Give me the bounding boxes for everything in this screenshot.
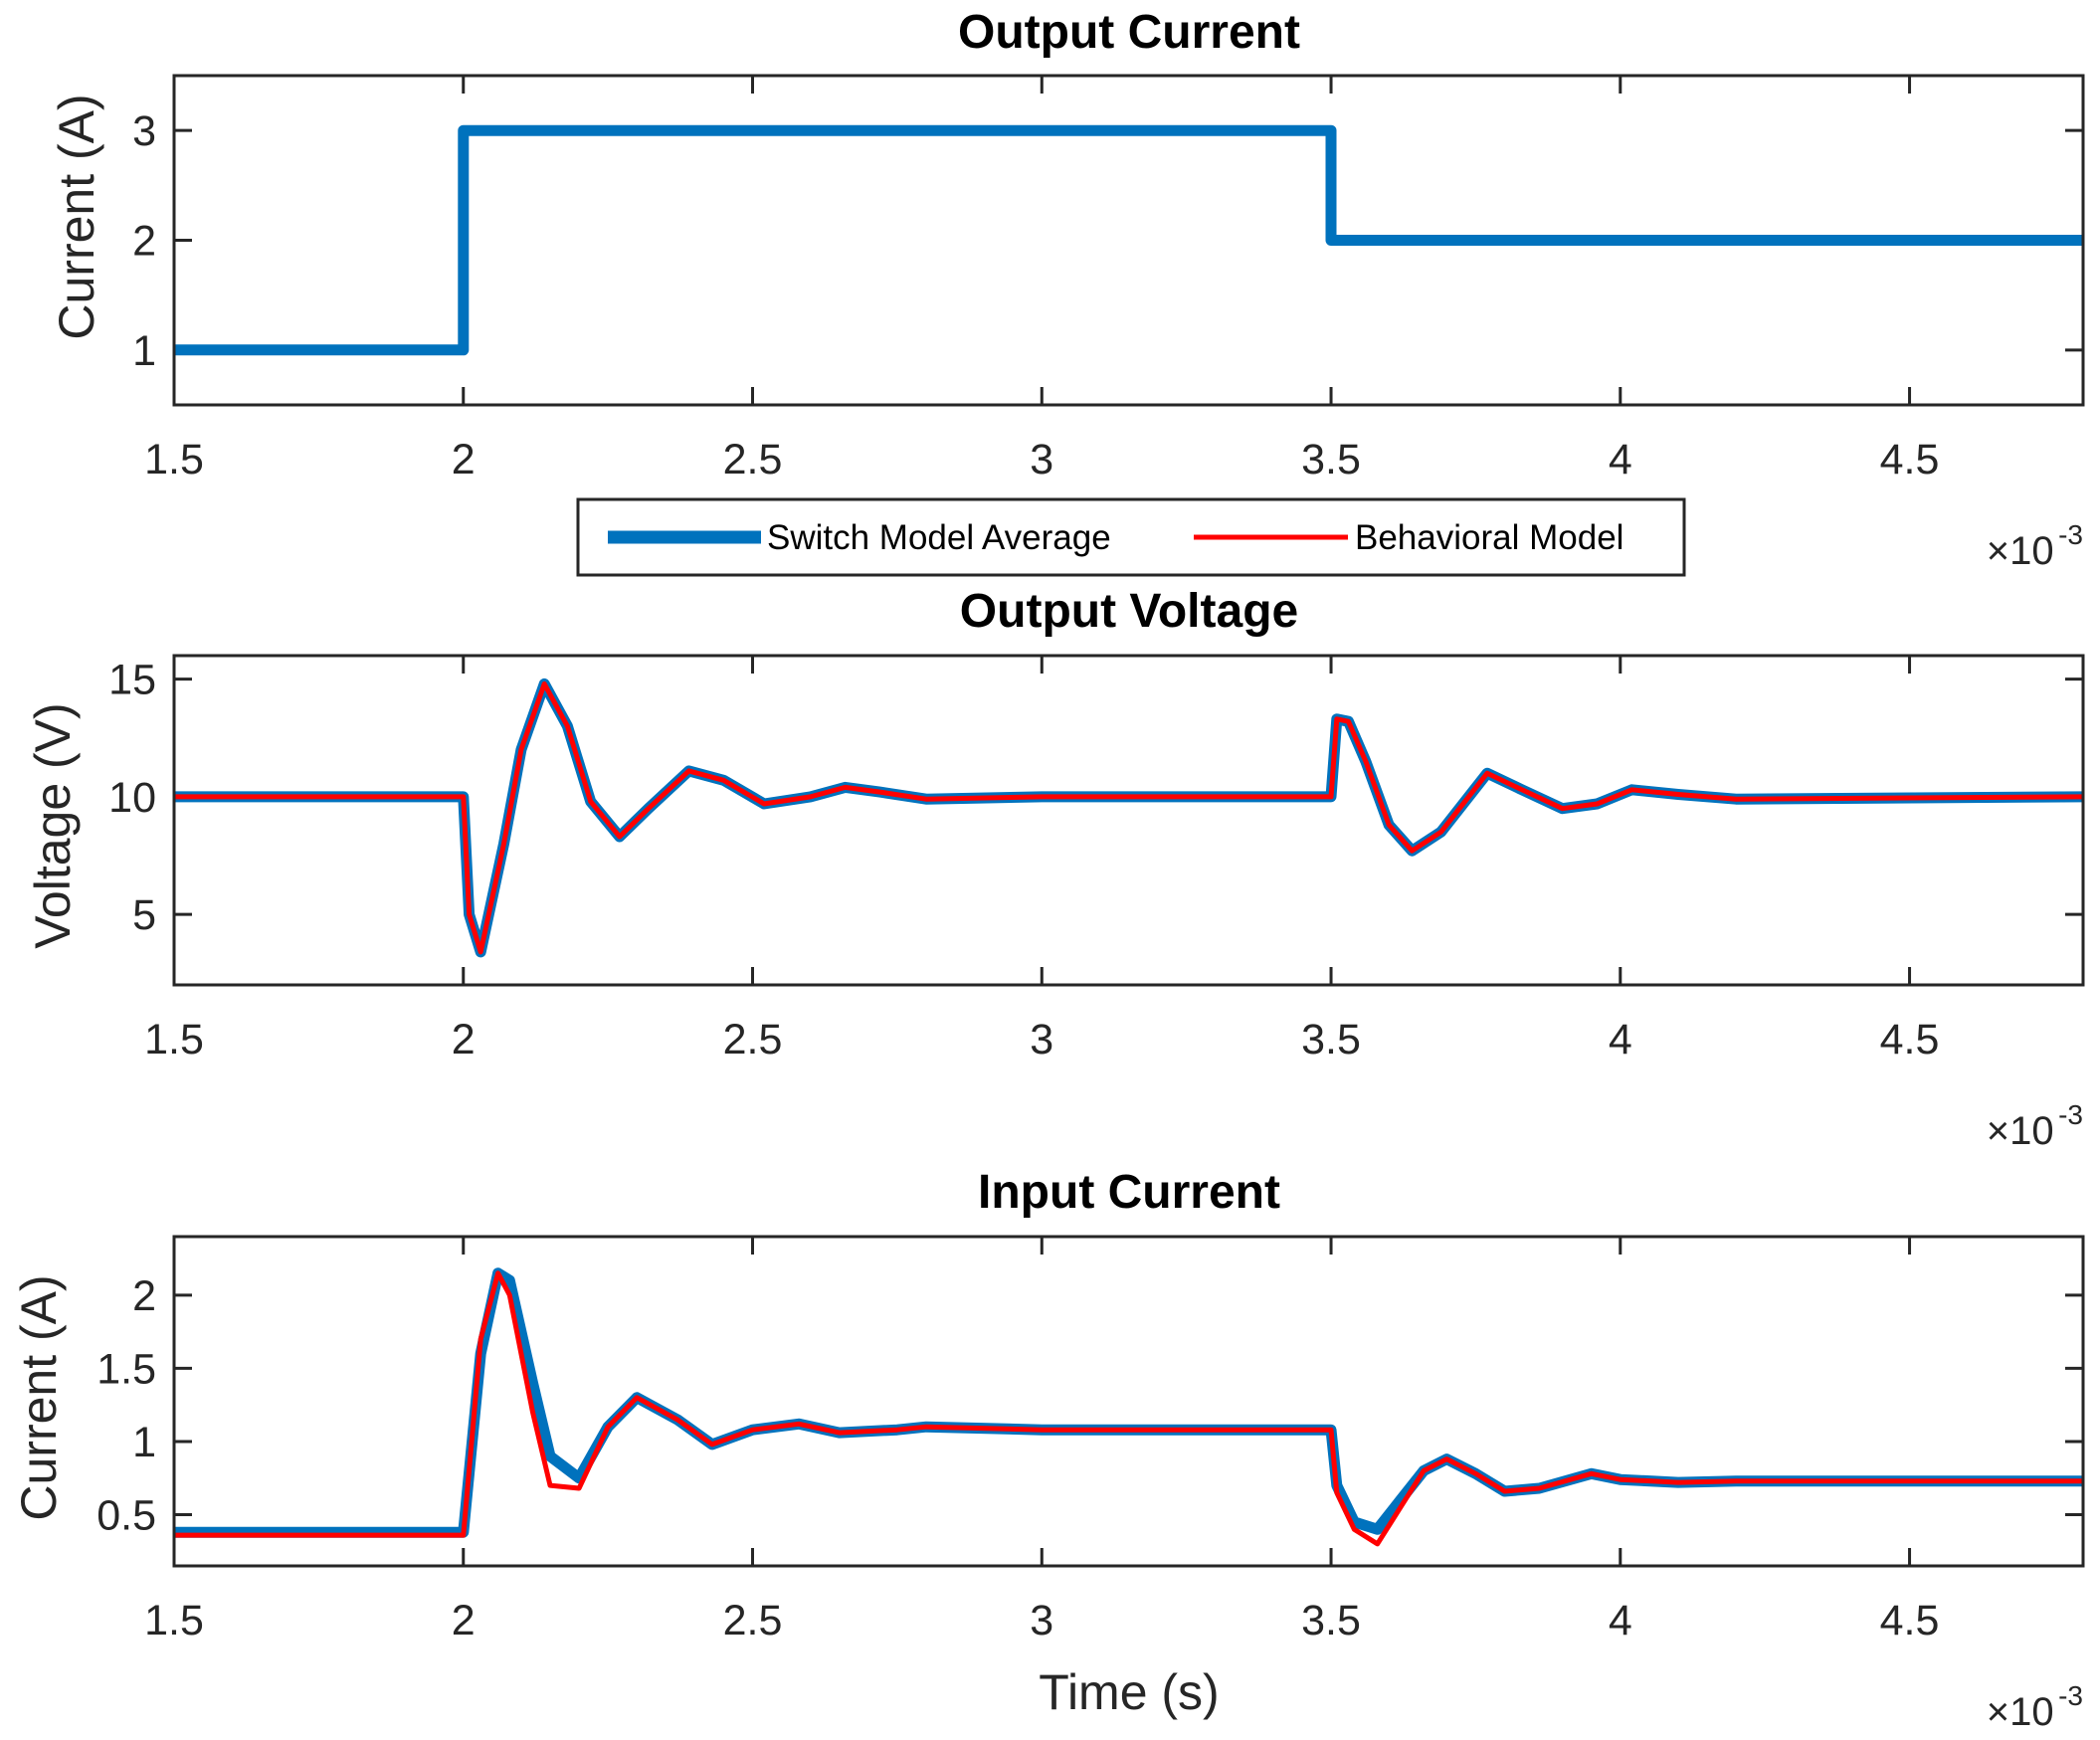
x-exponent-base: ×10 bbox=[1987, 1690, 2054, 1734]
y-tick-label: 10 bbox=[108, 774, 156, 822]
x-tick-label: 3.5 bbox=[1301, 1597, 1361, 1644]
y-tick-label: 0.5 bbox=[96, 1492, 156, 1540]
x-tick-labels: 1.5 2 2.5 3 3.5 4 4.5 bbox=[144, 1597, 1939, 1644]
x-tick-label: 2 bbox=[452, 1016, 476, 1063]
plot-area bbox=[174, 124, 2083, 356]
axes-frame bbox=[172, 74, 2085, 407]
x-tick-labels: 1.5 2 2.5 3 3.5 4 4.5 bbox=[144, 436, 1939, 483]
y-tick-label: 1 bbox=[132, 327, 156, 375]
x-tick-label: 4 bbox=[1609, 1016, 1632, 1063]
x-tick-label: 1.5 bbox=[144, 1016, 204, 1063]
x-tick-label: 4 bbox=[1609, 436, 1632, 483]
subplot-input-current: Input Current 1.5 2 2.5 3 3.5 4 4.5 0.5 1 1.5 2 C… bbox=[11, 1166, 2085, 1734]
x-tick-label: 3 bbox=[1030, 436, 1053, 483]
x-exponent-power: -3 bbox=[2058, 1680, 2083, 1711]
y-tick-label: 15 bbox=[108, 657, 156, 704]
x-exponent-power: -3 bbox=[2058, 1099, 2083, 1130]
plot-area bbox=[174, 677, 2083, 958]
legend-box bbox=[576, 497, 1686, 577]
subplot-title: Input Current bbox=[978, 1166, 1280, 1219]
x-tick-label: 2.5 bbox=[723, 1016, 783, 1063]
tick-marks bbox=[172, 1237, 2083, 1566]
x-axis-label: Time (s) bbox=[1039, 1664, 1219, 1720]
legend-label-switch-model: Switch Model Average bbox=[767, 518, 1111, 557]
x-tick-label: 1.5 bbox=[144, 1597, 204, 1644]
x-exponent-power: -3 bbox=[2058, 519, 2083, 550]
subplot-title: Output Voltage bbox=[960, 585, 1298, 638]
y-tick-labels: 0.5 1 1.5 2 bbox=[96, 1272, 156, 1540]
series-line-behavioral-model bbox=[174, 1270, 2083, 1547]
x-tick-label: 1.5 bbox=[144, 436, 204, 483]
series-line-switch-model-average bbox=[174, 124, 2083, 356]
legend: Switch Model Average Behavioral Model bbox=[576, 497, 1686, 577]
subplot-output-current: Output Current 1.5 2 2.5 3 3.5 4 4.5 1 2 3 Curre… bbox=[49, 6, 2085, 573]
plot-area bbox=[174, 1267, 2083, 1547]
axes-frame bbox=[172, 1235, 2085, 1568]
x-exponent-base: ×10 bbox=[1987, 529, 2054, 573]
x-tick-label: 2.5 bbox=[723, 436, 783, 483]
y-axis-label: Voltage (V) bbox=[25, 702, 81, 948]
x-tick-label: 3.5 bbox=[1301, 1016, 1361, 1063]
x-exponent-label: ×10 -3 bbox=[1987, 1099, 2083, 1153]
subplot-title: Output Current bbox=[958, 6, 1300, 59]
x-tick-label: 2.5 bbox=[723, 1597, 783, 1644]
x-tick-label: 2 bbox=[452, 1597, 476, 1644]
x-exponent-base: ×10 bbox=[1987, 1109, 2054, 1153]
x-tick-labels: 1.5 2 2.5 3 3.5 4 4.5 bbox=[144, 1016, 1939, 1063]
y-tick-labels: 1 2 3 bbox=[132, 107, 156, 375]
x-tick-label: 2 bbox=[452, 436, 476, 483]
y-axis-label: Current (A) bbox=[49, 94, 104, 339]
x-tick-label: 3 bbox=[1030, 1016, 1053, 1063]
x-tick-label: 3 bbox=[1030, 1597, 1053, 1644]
y-tick-label: 1.5 bbox=[96, 1345, 156, 1393]
x-tick-label: 4.5 bbox=[1880, 436, 1940, 483]
x-tick-label: 3.5 bbox=[1301, 436, 1361, 483]
x-tick-label: 4.5 bbox=[1880, 1016, 1940, 1063]
legend-label-behavioral-model: Behavioral Model bbox=[1355, 518, 1623, 557]
x-tick-label: 4 bbox=[1609, 1597, 1632, 1644]
y-tick-labels: 5 10 15 bbox=[108, 657, 156, 939]
y-tick-label: 1 bbox=[132, 1419, 156, 1466]
tick-marks bbox=[172, 76, 2083, 405]
x-tick-label: 4.5 bbox=[1880, 1597, 1940, 1644]
y-axis-label: Current (A) bbox=[11, 1274, 67, 1520]
y-tick-label: 2 bbox=[132, 218, 156, 266]
series-line-behavioral-model bbox=[174, 680, 2083, 955]
axes-frame bbox=[172, 654, 2085, 987]
y-tick-label: 3 bbox=[132, 107, 156, 155]
subplot-output-voltage: Output Voltage 1.5 2 2.5 3 3.5 4 4.5 5 10 15 Vol… bbox=[25, 585, 2085, 1153]
x-exponent-label: ×10 -3 bbox=[1987, 519, 2083, 573]
y-tick-label: 2 bbox=[132, 1272, 156, 1320]
y-tick-label: 5 bbox=[132, 891, 156, 939]
x-exponent-label: ×10 -3 bbox=[1987, 1680, 2083, 1734]
